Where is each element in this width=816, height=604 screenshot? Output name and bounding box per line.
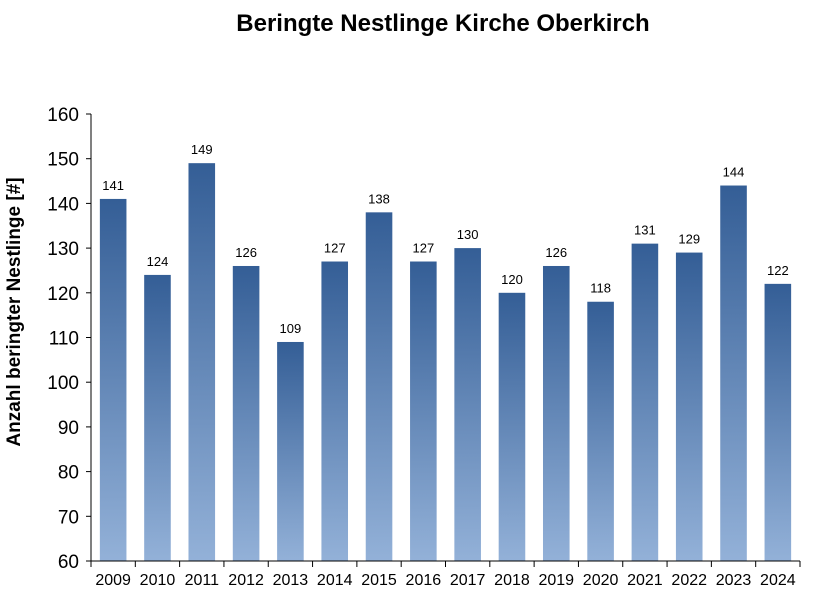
y-tick-label: 60	[58, 552, 79, 573]
y-tick-label: 100	[47, 373, 79, 394]
data-label-2015: 138	[368, 191, 390, 206]
bar-2012	[232, 265, 260, 561]
data-label-2018: 120	[501, 272, 523, 287]
x-tick-label-2015: 2015	[361, 572, 397, 589]
x-tick-label-2014: 2014	[317, 572, 353, 589]
x-tick-label-2012: 2012	[228, 572, 264, 589]
y-tick-label: 120	[47, 284, 79, 305]
y-tick-label: 80	[58, 463, 79, 484]
bar-2017	[454, 248, 481, 561]
y-tick-label: 160	[47, 105, 79, 126]
y-axis-ticks: 60 70 80 90 100 110 120 130 140 150 160	[47, 105, 91, 573]
data-label-2011: 149	[191, 142, 213, 157]
x-axis-ticks: 2009 2010 2011 2012 2013 2014 2015 2016 2017 2018…	[90, 561, 801, 589]
data-label-2020: 118	[590, 281, 611, 296]
data-labels: 141 124 149 126 109 127 138 127 130 120 126 118 131 1…	[102, 142, 788, 336]
bar-2014	[321, 261, 349, 561]
x-tick-label-2021: 2021	[627, 572, 663, 589]
bar-2019	[542, 265, 570, 561]
bar-2016	[410, 261, 437, 561]
bar-2020	[587, 301, 614, 561]
data-label-2021: 131	[634, 223, 656, 238]
data-label-2019: 126	[545, 245, 567, 260]
data-label-2022: 129	[678, 232, 700, 247]
y-tick-label: 70	[58, 507, 79, 528]
x-tick-label-2017: 2017	[450, 572, 486, 589]
x-tick-label-2019: 2019	[538, 572, 574, 589]
data-label-2012: 126	[235, 245, 257, 260]
y-axis-label: Anzahl beringter Nestlinge [#]	[4, 177, 25, 446]
bar-2011	[188, 163, 216, 562]
x-tick-label-2010: 2010	[140, 572, 176, 589]
x-tick-label-2016: 2016	[406, 572, 442, 589]
data-label-2023: 144	[723, 165, 745, 180]
bar-2024	[764, 283, 792, 561]
data-label-2013: 109	[280, 321, 302, 336]
x-tick-label-2013: 2013	[273, 572, 309, 589]
bars	[99, 163, 792, 562]
y-tick-label: 110	[49, 329, 79, 350]
x-tick-label-2023: 2023	[716, 572, 752, 589]
x-tick-label-2024: 2024	[760, 572, 796, 589]
bar-2009	[99, 198, 127, 561]
y-tick-label: 150	[47, 150, 79, 171]
bar-2023	[720, 185, 747, 561]
y-tick-label: 130	[47, 239, 79, 260]
x-tick-label-2020: 2020	[583, 572, 619, 589]
chart-title: Beringte Nestlinge Kirche Oberkirch	[236, 10, 649, 37]
bar-2015	[365, 212, 393, 561]
data-label-2014: 127	[324, 241, 346, 256]
x-tick-label-2009: 2009	[95, 572, 131, 589]
y-tick-label: 90	[58, 418, 79, 439]
data-label-2009: 141	[102, 178, 124, 193]
bar-2010	[144, 274, 171, 561]
x-tick-label-2022: 2022	[671, 572, 707, 589]
data-label-2017: 130	[457, 227, 479, 242]
x-tick-label-2011: 2011	[185, 572, 220, 589]
x-tick-label-2018: 2018	[494, 572, 530, 589]
data-label-2024: 122	[767, 263, 789, 278]
bar-2021	[631, 243, 659, 561]
data-label-2010: 124	[147, 254, 169, 269]
data-label-2016: 127	[412, 241, 434, 256]
bar-2013	[277, 341, 304, 561]
bar-2022	[675, 252, 703, 561]
y-tick-label: 140	[47, 194, 79, 215]
bar-2018	[498, 292, 526, 561]
